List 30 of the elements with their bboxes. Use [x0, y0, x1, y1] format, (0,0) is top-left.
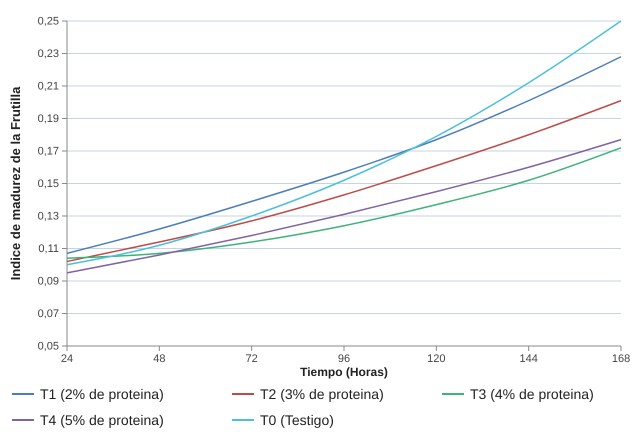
y-tick-label: 0,15: [38, 178, 59, 190]
y-tick-label: 0,21: [38, 80, 59, 93]
legend-label: T3 (4% de proteina): [470, 386, 594, 402]
line-series: [66, 147, 622, 259]
legend-label: T0 (Testigo): [260, 412, 334, 428]
line-series: [66, 20, 622, 266]
x-tick-label: 144: [519, 352, 538, 365]
y-tick-label: 0,09: [38, 276, 59, 288]
line-series: [66, 56, 622, 254]
legend-label: T1 (2% de proteina): [40, 386, 164, 402]
y-tick-label: 0,23: [38, 48, 59, 60]
y-tick-label: 0,19: [38, 113, 59, 126]
y-tick-label: 0,07: [38, 308, 59, 320]
y-tick-label: 0,17: [38, 146, 59, 158]
x-tick-label: 24: [60, 352, 74, 365]
y-tick-label: 0,11: [38, 243, 59, 256]
y-axis-title: Indice de madurez de la Frutilla: [8, 86, 23, 280]
x-tick-label: 48: [153, 352, 166, 365]
y-tick-label: 0,13: [38, 210, 59, 223]
x-tick-label: 168: [612, 352, 630, 365]
x-tick-label: 120: [427, 352, 446, 365]
x-tick-label: 96: [338, 352, 350, 365]
line-series: [66, 100, 622, 262]
y-tick-label: 0,05: [38, 340, 59, 353]
y-tick-label: 0,25: [38, 16, 59, 28]
line-series: [66, 138, 622, 274]
legend-label: T4 (5% de proteina): [40, 412, 164, 428]
legend-label: T2 (3% de proteina): [260, 386, 384, 402]
x-tick-label: 72: [246, 352, 258, 365]
x-axis-title: Tiempo (Horas): [300, 365, 388, 379]
